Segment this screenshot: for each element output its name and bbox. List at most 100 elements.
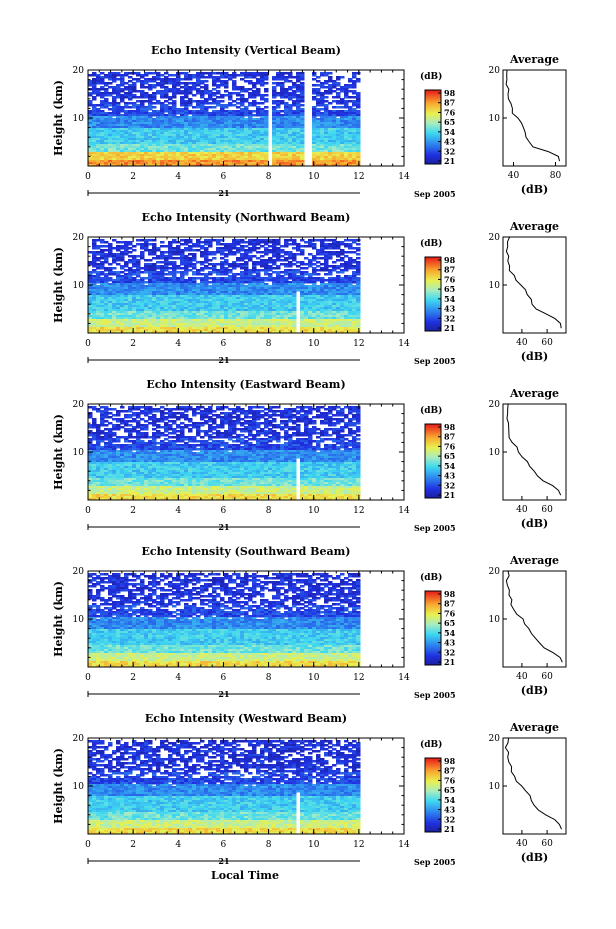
colorbar-tick-label: 54 [444,127,456,137]
heatmap-cells [88,239,361,334]
colorbar-tick-label: 65 [444,451,455,461]
colorbar-tick-label: 87 [444,766,455,776]
date-label: 21 [218,522,229,532]
colorbar [424,757,442,833]
x-tick-label: 10 [308,339,320,349]
panel-3: Echo Intensity (Southward Beam) 0 2 4 6 8 10 12… [52,545,567,700]
date-suffix: Sep 2005 [414,189,456,199]
x-tick-label: 0 [85,172,91,182]
panel-0: Echo Intensity (Vertical Beam) 0 2 4 6 8 10 12 1… [52,44,567,199]
colorbar-unit: (dB) [420,238,442,249]
average-frame [502,403,567,501]
x-tick-label: 6 [221,172,227,182]
colorbar-tick-label: 32 [444,814,455,824]
x-axis-label: Local Time [211,869,279,882]
average-x-tick-label: 80 [550,171,562,181]
colorbar-tick-label: 43 [444,805,456,815]
x-tick-label: 0 [85,339,91,349]
x-tick-label: 6 [221,840,227,850]
panel-1: Echo Intensity (Northward Beam) 0 2 4 6 8 10 12… [52,211,567,366]
heatmap-cells [88,740,361,835]
colorbar-tick-label: 98 [444,422,456,432]
colorbar-tick-label: 43 [444,304,456,314]
y-axis-label: Height (km) [52,414,65,490]
date-label: 21 [218,856,229,866]
average-x-tick-label: 40 [516,672,528,682]
colorbar-tick-label: 87 [444,265,455,275]
colorbar-tick-label: 76 [444,274,456,284]
average-y-tick-label: 10 [489,281,501,291]
x-tick-label: 8 [266,506,272,516]
colorbar-tick-label: 65 [444,785,455,795]
y-tick-label: 10 [73,782,85,792]
colorbar [424,89,442,165]
colorbar-tick-label: 21 [444,490,455,500]
x-tick-label: 4 [175,172,181,182]
colorbar-tick-label: 32 [444,480,455,490]
colorbar-tick-label: 32 [444,146,455,156]
average-x-tick-label: 60 [541,338,553,348]
colorbar-unit: (dB) [420,739,442,750]
average-x-tick-label: 40 [516,338,528,348]
x-tick-label: 2 [130,339,136,349]
average-y-tick-label: 10 [489,114,501,124]
chart-title: Echo Intensity (Westward Beam) [145,712,347,725]
heatmap-cells [88,406,361,501]
x-tick-label: 6 [221,339,227,349]
colorbar-tick-label: 21 [444,323,455,333]
x-tick-label: 0 [85,506,91,516]
average-title: Average [509,554,559,567]
x-tick-label: 10 [308,506,320,516]
x-tick-label: 0 [85,673,91,683]
colorbar-tick-label: 98 [444,589,456,599]
average-x-tick-label: 60 [541,672,553,682]
date-suffix: Sep 2005 [414,857,456,867]
average-x-axis-label: (dB) [521,851,548,864]
colorbar-tick-label: 98 [444,255,456,265]
average-title: Average [509,220,559,233]
colorbar-tick-label: 54 [444,294,456,304]
average-x-tick-label: 40 [516,839,528,849]
average-x-axis-label: (dB) [521,350,548,363]
x-tick-label: 10 [308,840,320,850]
average-frame [502,570,567,668]
colorbar-tick-label: 43 [444,137,456,147]
average-x-tick-label: 40 [508,171,520,181]
average-y-tick-label: 10 [489,448,501,458]
average-profile-line [505,570,563,663]
x-tick-label: 8 [266,840,272,850]
y-tick-label: 20 [73,233,85,243]
average-y-tick-label: 20 [489,233,501,243]
x-tick-label: 10 [308,673,320,683]
average-y-tick-label: 10 [489,782,501,792]
panel-4: Echo Intensity (Westward Beam) 0 2 4 6 8 10 12 1… [52,712,567,867]
x-tick-label: 8 [266,172,272,182]
heatmap-cells [88,72,361,167]
colorbar-tick-label: 87 [444,98,455,108]
average-x-tick-label: 60 [541,505,553,515]
y-tick-label: 10 [73,448,85,458]
average-x-axis-label: (dB) [521,684,548,697]
colorbar-tick-label: 65 [444,117,455,127]
colorbar-tick-label: 43 [444,638,456,648]
colorbar [424,256,442,332]
y-tick-label: 20 [73,400,85,410]
y-axis-label: Height (km) [52,581,65,657]
panel-2: Echo Intensity (Eastward Beam) 0 2 4 6 8 10 12 1… [52,378,567,533]
colorbar-unit: (dB) [420,572,442,583]
average-x-axis-label: (dB) [521,517,548,530]
y-tick-label: 10 [73,615,85,625]
average-profile-line [506,403,562,496]
colorbar [424,423,442,499]
y-axis-label: Height (km) [52,748,65,824]
colorbar-tick-label: 98 [444,756,456,766]
colorbar-tick-label: 87 [444,432,455,442]
average-y-tick-label: 20 [489,66,501,76]
average-frame [502,69,567,167]
average-y-tick-label: 20 [489,400,501,410]
y-axis-label: Height (km) [52,247,65,323]
average-y-tick-label: 10 [489,615,501,625]
average-x-tick-label: 60 [541,839,553,849]
date-suffix: Sep 2005 [414,523,456,533]
